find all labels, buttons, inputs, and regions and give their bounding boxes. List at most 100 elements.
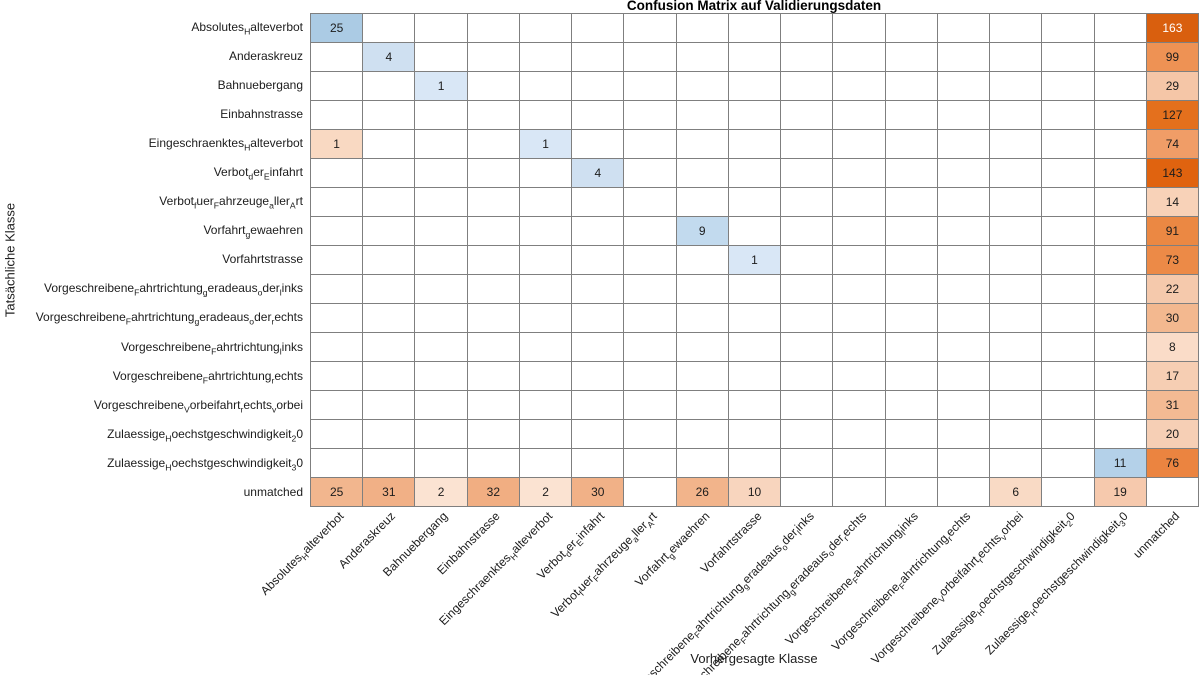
matrix-cell [519,217,573,246]
subscript: H [244,26,251,37]
matrix-cell [1042,217,1095,246]
matrix-cell [833,159,886,188]
matrix-cell [728,72,782,101]
matrix-cell [1094,275,1147,304]
matrix-cell [728,130,782,159]
matrix-cell: 1 [728,246,782,275]
matrix-cell [728,217,782,246]
matrix-cell: 29 [1146,72,1199,101]
matrix-cell [311,391,364,420]
matrix-cell: 25 [311,478,364,507]
matrix-cell: 6 [990,478,1043,507]
matrix-cell [572,333,625,362]
matrix-cell [363,101,416,130]
row-label: VorgeschreibeneFahrtrichtungrechts [112,368,303,385]
matrix-cell [363,159,416,188]
matrix-cell [467,14,520,43]
subscript: l [899,528,908,538]
matrix-cell: 4 [363,43,416,72]
subscript: F [897,580,909,592]
matrix-cell [1042,391,1095,420]
row-label: Bahnuebergang [217,78,303,93]
row-label: ZulaessigeHoechstgeschwindigkeit30 [107,455,303,473]
col-label: AbsolutesHalteverbot [257,509,347,598]
subscript: r [271,316,275,327]
matrix-cell [833,14,886,43]
matrix-cell [990,246,1043,275]
row-label: VorgeschreibeneVorbeifahrtrechtsvorbei [93,397,303,414]
row-label: VorgeschreibeneFahrtrichtunggeradeausode… [35,310,303,327]
matrix-cell [311,304,364,333]
matrix-cell: 9 [676,217,729,246]
matrix-cell [885,304,938,333]
matrix-cell [728,101,782,130]
subscript: F [202,374,209,385]
subscript: H [1027,606,1040,619]
subscript: H [975,606,987,619]
matrix-cell [363,130,416,159]
matrix-cell [415,14,468,43]
matrix-cell [990,217,1043,246]
matrix-cell [990,43,1043,72]
matrix-cell [363,420,416,449]
matrix-cell [676,275,729,304]
row-label: VorgeschreibeneFahrtrichtunggeradeausode… [44,281,303,298]
matrix-cell [885,362,938,391]
matrix-cell: 11 [1094,449,1147,478]
row-label: Anderaskreuz [228,49,303,64]
matrix-cell [519,362,573,391]
matrix-cell: 1 [519,130,573,159]
matrix-cell: 76 [1146,449,1199,478]
subscript: l [279,345,282,356]
matrix-cell [676,72,729,101]
matrix-cell: 30 [572,478,625,507]
matrix-cell [1094,101,1147,130]
subscript: E [263,171,270,182]
row-label: VerbotfuerFahrzeugeallerArt [159,194,303,211]
matrix-cell [990,14,1043,43]
matrix-cell [415,304,468,333]
matrix-cell [885,101,938,130]
subscript: r [945,533,955,543]
matrix-cell [990,101,1043,130]
matrix-cell [990,333,1043,362]
matrix-cell [781,217,834,246]
matrix-cell [1094,188,1147,217]
matrix-cell [572,217,625,246]
matrix-cell [937,43,991,72]
matrix-cell [781,72,834,101]
matrix-cell: 14 [1146,188,1199,217]
matrix-cell [363,391,416,420]
matrix-cell [990,159,1043,188]
matrix-cell [624,275,677,304]
subscript: l [279,287,282,298]
matrix-cell [311,420,364,449]
matrix-cell [572,391,625,420]
matrix-cell: 2 [415,478,468,507]
matrix-cell [624,159,677,188]
y-tick-labels: AbsolutesHalteverbot Anderaskreuz Bahnuebe… [0,13,303,507]
matrix-cell [676,159,729,188]
matrix-cell [519,188,573,217]
matrix-cell [676,449,729,478]
matrix-cell [728,14,782,43]
matrix-cell [728,275,782,304]
matrix-cell [728,333,782,362]
subscript: F [691,629,703,641]
subscript: F [134,287,140,298]
matrix-cell [363,304,416,333]
matrix-cell [624,101,677,130]
matrix-cell [624,246,677,275]
subscript: F [211,345,217,356]
subscript: F [850,574,862,586]
subscript: r [240,404,244,414]
matrix-cell [467,449,520,478]
matrix-cell [467,159,520,188]
subscript: g [740,581,751,592]
matrix-cell [624,188,677,217]
matrix-cell: 22 [1146,275,1199,304]
matrix-cell [728,362,782,391]
matrix-cell [990,130,1043,159]
subscript: d [248,171,254,182]
matrix-cell [572,101,625,130]
